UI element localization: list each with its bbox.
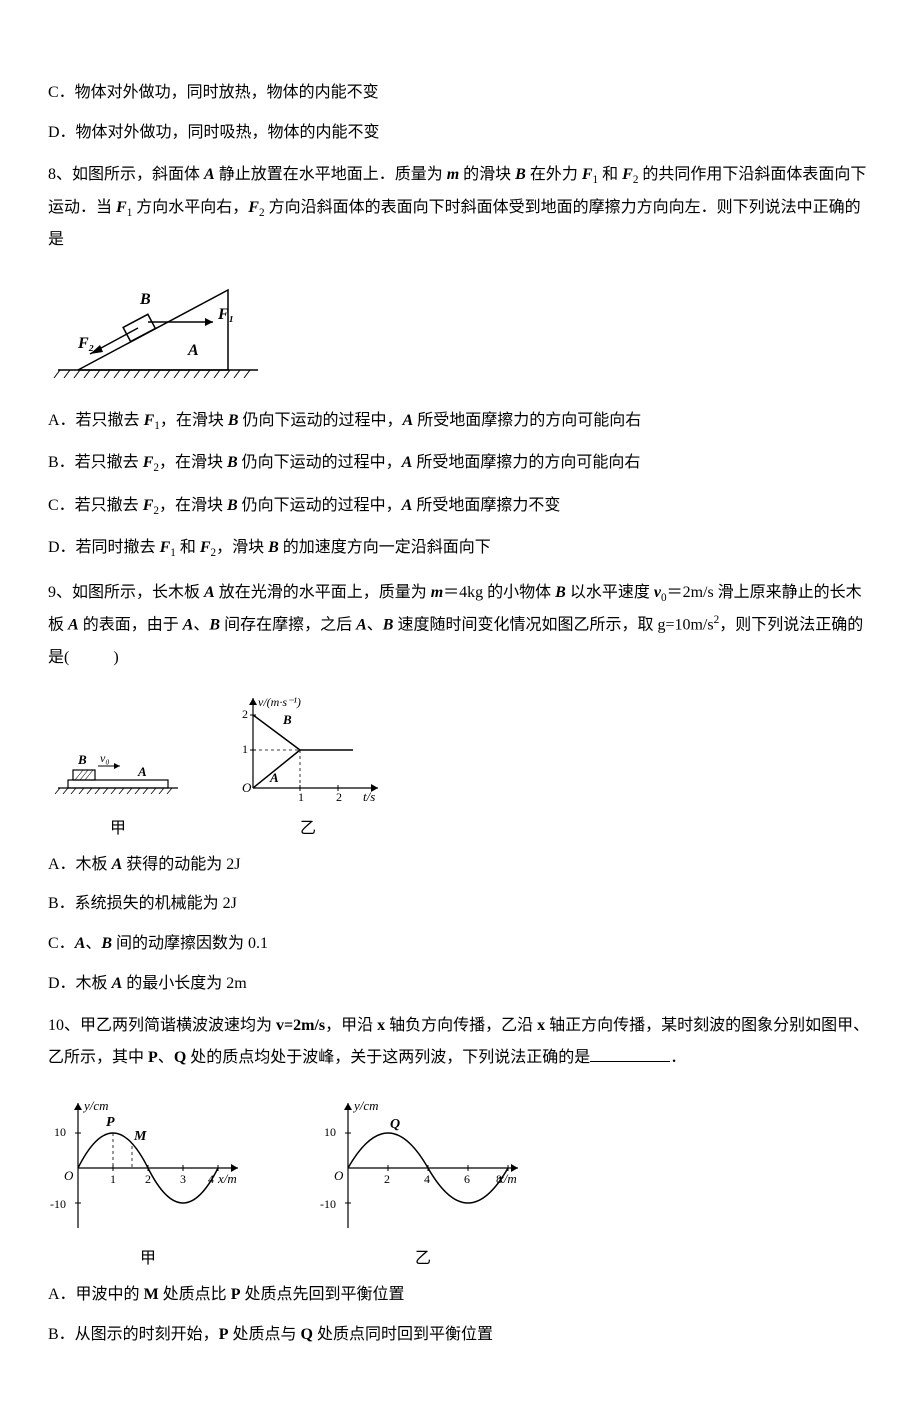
q10-w2-q: Q (390, 1117, 400, 1132)
q8-option-a: A．若只撤去 F1，在滑块 B 仍向下运动的过程中，A 所受地面摩擦力的方向可能… (48, 408, 872, 436)
svg-text:2: 2 (336, 790, 342, 804)
q9-fig2-xlabel: t/s (363, 789, 375, 804)
q8-label-b: B (139, 291, 151, 308)
q10-wave2-svg: y/cm x/m O 10 -10 2 4 6 8 Q (318, 1088, 528, 1238)
q8-option-b: B．若只撤去 F2，在滑块 B 仍向下运动的过程中，A 所受地面摩擦力的方向可能… (48, 450, 872, 478)
q8-label-f1: F₁ (217, 306, 234, 323)
q9-fig2-label-a: A (269, 770, 279, 785)
q9-fig1-v0: v₀ (100, 751, 110, 765)
svg-text:3: 3 (180, 1172, 186, 1186)
q9-fig1-caption: 甲 (48, 814, 188, 838)
q9-fig2-caption: 乙 (228, 814, 388, 838)
q10-w2-o: O (334, 1168, 344, 1183)
q10-w1-p: P (106, 1115, 115, 1130)
q9-fig2-ylabel: v/(m·s⁻¹) (258, 695, 301, 709)
svg-text:O: O (242, 780, 252, 795)
q9-fig1-svg: B v₀ A (48, 728, 188, 808)
q10-w1-o: O (64, 1168, 74, 1183)
q9-fig2-svg: 1 2 1 2 v/(m·s⁻¹) t/s O B A (228, 688, 388, 808)
q10-option-a: A．甲波中的 M 处质点比 P 处质点先回到平衡位置 (48, 1282, 872, 1308)
q7-option-c: C．物体对外做功，同时放热，物体的内能不变 (48, 80, 872, 106)
svg-text:1: 1 (298, 790, 304, 804)
q8-stem-line1: 8、如图所示，斜面体 A 静止放置在水平地面上．质量为 m 的滑块 B 在外力 … (48, 166, 866, 183)
q10-figures: y/cm x/m O 10 -10 1 2 3 4 P M (48, 1088, 872, 1268)
q8-label-f2: F₂ (77, 335, 94, 352)
q8-stem-line2: 运动．当 F1 方向水平向右，F2 方向沿斜面体的表面向下时斜面体受到地面的摩擦… (48, 199, 861, 249)
svg-text:1: 1 (242, 742, 248, 756)
svg-text:2: 2 (145, 1172, 151, 1186)
q10-w1-m: M (133, 1129, 147, 1144)
q9-figures: B v₀ A 甲 1 2 1 2 (48, 688, 872, 838)
q9-option-b: B．系统损失的机械能为 2J (48, 891, 872, 917)
svg-text:2: 2 (242, 707, 248, 721)
q9-fig2-label-b: B (282, 712, 292, 727)
q8-stem: 8、如图所示，斜面体 A 静止放置在水平地面上．质量为 m 的滑块 B 在外力 … (48, 159, 872, 256)
q10-w1-caption: 甲 (48, 1244, 248, 1268)
q9-option-a: A．木板 A 获得的动能为 2J (48, 852, 872, 878)
q8-option-c: C．若只撤去 F2，在滑块 B 仍向下运动的过程中，A 所受地面摩擦力不变 (48, 493, 872, 521)
svg-text:1: 1 (110, 1172, 116, 1186)
q7-option-d: D．物体对外做功，同时吸热，物体的内能不变 (48, 120, 872, 146)
q8-inclined-plane-svg: B F₁ F₂ A (48, 270, 268, 390)
q9-fig1-b: B (77, 752, 87, 767)
q10-w1-xlabel: x/m (217, 1171, 237, 1186)
q10-option-b: B．从图示的时刻开始，P 处质点与 Q 处质点同时回到平衡位置 (48, 1322, 872, 1348)
q10-wave1-svg: y/cm x/m O 10 -10 1 2 3 4 P M (48, 1088, 248, 1238)
q10-w2-ylabel: y/cm (352, 1098, 379, 1113)
svg-text:10: 10 (54, 1125, 66, 1139)
svg-text:2: 2 (384, 1172, 390, 1186)
q10-w1-ylabel: y/cm (82, 1098, 109, 1113)
q9-stem: 9、如图所示，长木板 A 放在光滑的水平面上，质量为 m＝4kg 的小物体 B … (48, 577, 872, 674)
q8-option-d: D．若同时撤去 F1 和 F2，滑块 B 的加速度方向一定沿斜面向下 (48, 535, 872, 563)
q8-figure: B F₁ F₂ A (48, 270, 872, 390)
svg-text:10: 10 (324, 1125, 336, 1139)
svg-text:-10: -10 (320, 1197, 336, 1211)
q9-option-c: C．A、B 间的动摩擦因数为 0.1 (48, 931, 872, 957)
q8-label-a: A (187, 342, 199, 359)
q10-w2-caption: 乙 (318, 1244, 528, 1268)
svg-text:-10: -10 (50, 1197, 66, 1211)
svg-text:6: 6 (464, 1172, 470, 1186)
q9-fig1-a: A (137, 764, 147, 779)
q9-option-d: D．木板 A 的最小长度为 2m (48, 971, 872, 997)
svg-text:4: 4 (424, 1172, 430, 1186)
q10-stem: 10、甲乙两列简谐横波波速均为 v=2m/s，甲沿 x 轴负方向传播，乙沿 x … (48, 1010, 872, 1074)
